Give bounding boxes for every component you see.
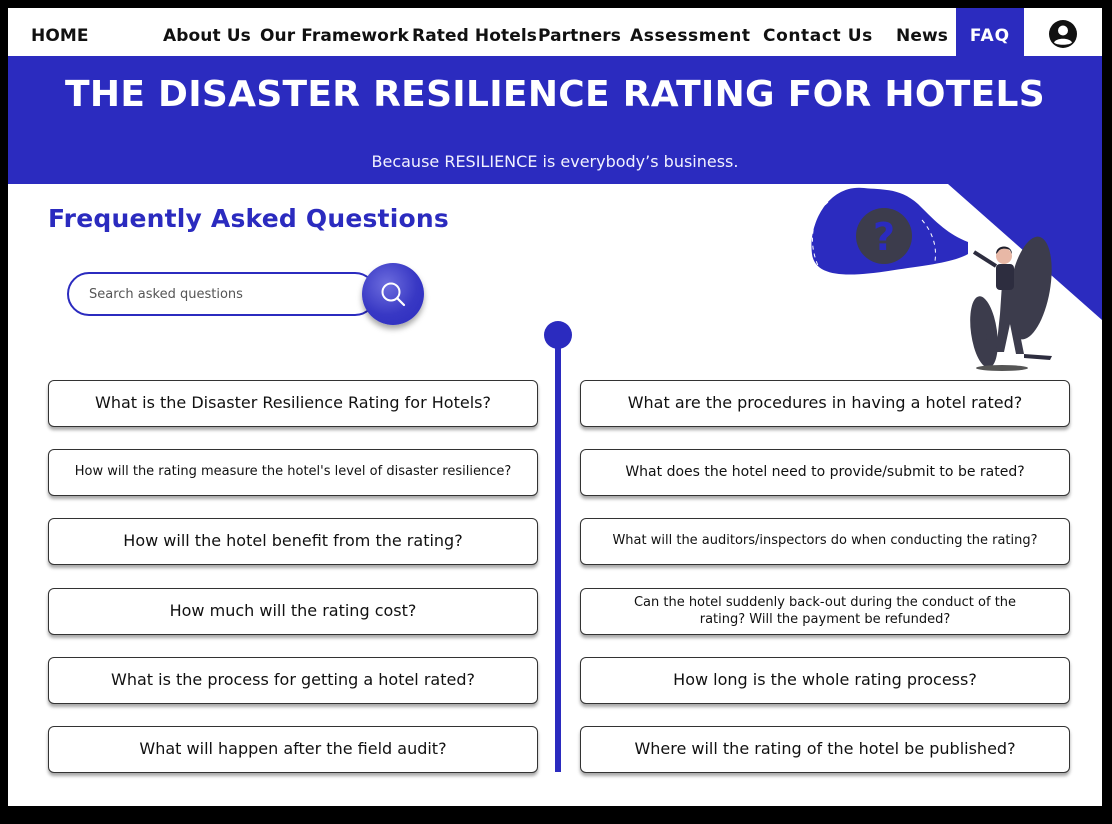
search-icon xyxy=(381,282,406,307)
top-navigation: HOME About Us Our Framework Rated Hotels… xyxy=(8,8,1102,56)
page: HOME About Us Our Framework Rated Hotels… xyxy=(8,8,1102,806)
person-figure xyxy=(996,284,1024,354)
faq-heading: Frequently Asked Questions xyxy=(48,204,449,233)
faq-question-button[interactable]: How will the rating measure the hotel's … xyxy=(48,449,538,496)
faq-question-button[interactable]: What will happen after the field audit? xyxy=(48,726,538,773)
leaf-icon-large xyxy=(1008,236,1052,340)
faq-question-button[interactable]: Where will the rating of the hotel be pu… xyxy=(580,726,1070,773)
search-button[interactable] xyxy=(362,263,424,325)
question-mark-icon: ? xyxy=(873,215,895,259)
nav-about-link[interactable]: About Us xyxy=(163,26,251,46)
faq-question-button[interactable]: What does the hotel need to provide/subm… xyxy=(580,449,1070,496)
nav-partners-link[interactable]: Partners xyxy=(538,26,621,46)
hero-title: THE DISASTER RESILIENCE RATING FOR HOTEL… xyxy=(65,74,1045,115)
hero-subtitle: Because RESILIENCE is everybody’s busine… xyxy=(371,152,739,171)
nav-framework-link[interactable]: Our Framework xyxy=(260,26,409,46)
faq-search-input[interactable] xyxy=(67,272,377,316)
nav-contact-link[interactable]: Contact Us xyxy=(763,26,873,46)
dashed-arc-shape xyxy=(811,201,829,271)
faq-illustration: ? xyxy=(811,184,1102,371)
leaf-icon-small xyxy=(970,296,998,368)
nav-faq-link-active[interactable]: FAQ xyxy=(956,8,1024,56)
faq-question-button[interactable]: What is the Disaster Resilience Rating f… xyxy=(48,380,538,427)
nav-rated-hotels-link[interactable]: Rated Hotels xyxy=(412,26,538,46)
faq-question-button[interactable]: What will the auditors/inspectors do whe… xyxy=(580,518,1070,565)
nav-assessment-link[interactable]: Assessment xyxy=(630,26,751,46)
faq-question-button[interactable]: How much will the rating cost? xyxy=(48,588,538,635)
nav-home-link[interactable]: HOME xyxy=(31,26,89,46)
question-mark-bubble-icon xyxy=(856,208,912,264)
faq-question-button[interactable]: What are the procedures in having a hote… xyxy=(580,380,1070,427)
flashlight-icon xyxy=(972,250,998,268)
faq-question-button[interactable]: What is the process for getting a hotel … xyxy=(48,657,538,704)
faq-question-button[interactable]: How will the hotel benefit from the rati… xyxy=(48,518,538,565)
user-account-icon[interactable] xyxy=(1048,19,1078,49)
dashed-arc-shape-2 xyxy=(921,219,936,267)
hero-banner: THE DISASTER RESILIENCE RATING FOR HOTEL… xyxy=(8,56,1102,184)
faq-question-button[interactable]: How long is the whole rating process? xyxy=(580,657,1070,704)
nav-news-link[interactable]: News xyxy=(896,26,948,46)
faq-question-button[interactable]: Can the hotel suddenly back-out during t… xyxy=(580,588,1070,635)
timeline-line xyxy=(555,338,561,772)
